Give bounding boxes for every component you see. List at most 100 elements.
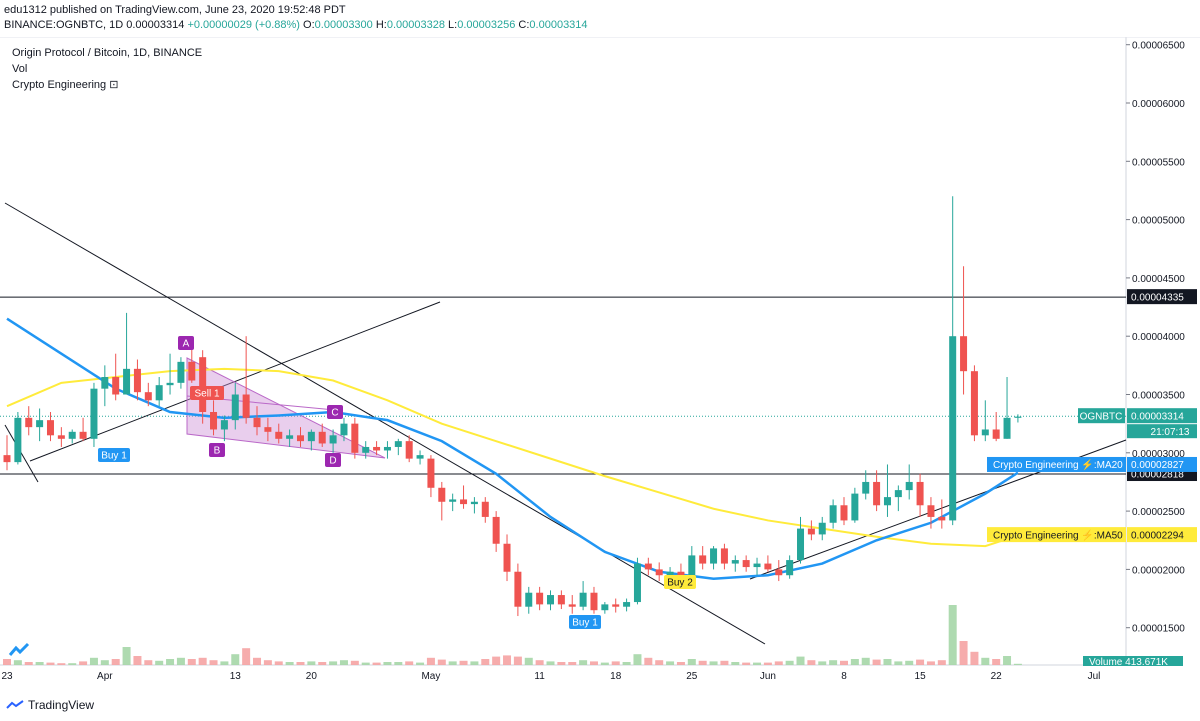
x-tick-label: 11	[534, 671, 545, 682]
candle-body	[992, 429, 1000, 439]
candle-body	[460, 499, 468, 505]
candle-body	[840, 505, 848, 521]
volume-bar	[981, 657, 990, 665]
y-tick-label: 0.00006000	[1132, 99, 1185, 110]
candle-body	[579, 592, 587, 607]
candle-body	[764, 563, 772, 570]
candle-body	[144, 392, 152, 401]
volume-bar	[166, 659, 175, 665]
candle-body	[949, 336, 957, 521]
publish-info: edu1312 published on TradingView.com, Ju…	[4, 4, 346, 16]
candle-body	[1003, 417, 1011, 439]
vol-legend[interactable]: Vol	[12, 63, 28, 75]
candle-body	[623, 602, 631, 607]
descending-trendline	[4, 202, 766, 645]
price-chart[interactable]: 0.00001500 0.00002000 0.00002500 0.00003000…	[0, 36, 1200, 696]
candle-body	[177, 361, 185, 383]
x-tick-label: May	[421, 671, 440, 682]
close-value: 0.00003314	[529, 19, 588, 31]
volume-bar	[1003, 656, 1012, 665]
x-tick-label: 15	[915, 671, 927, 682]
x-tick-label: 18	[610, 671, 622, 682]
volume-bar	[68, 663, 77, 665]
y-tick-label: 0.00004500	[1132, 274, 1185, 285]
candle-body	[633, 563, 641, 603]
volume-bar	[296, 662, 305, 665]
buy-1-signal-a-bg	[98, 448, 130, 462]
countdown-label: 21:07:13	[1151, 427, 1190, 438]
level-price-label-lower: 0.00002818	[1131, 470, 1184, 481]
candle-body	[775, 569, 783, 576]
symbol-tag: OGNBTC	[1080, 412, 1123, 423]
candle-body	[351, 423, 359, 453]
level-price-label-upper-bg	[1127, 289, 1197, 305]
candle-body	[503, 543, 511, 572]
last-price: 0.00003314	[126, 19, 185, 31]
candle-body	[742, 560, 750, 568]
ma50-value: 0.00002294	[1131, 531, 1184, 542]
candle-body	[231, 394, 239, 421]
candle-body	[883, 497, 891, 506]
countdown-bg	[1127, 424, 1197, 439]
candle-body	[46, 420, 54, 436]
buy-2-signal: Buy 2	[667, 578, 693, 589]
volume-bar	[709, 661, 718, 665]
volume-bar	[655, 660, 664, 665]
ma20-value-bg	[1127, 456, 1197, 472]
ma50-value-bg	[1127, 527, 1197, 543]
volume-bar	[3, 659, 11, 665]
volume-bar	[720, 660, 729, 665]
top-border	[0, 37, 1200, 38]
candle-body	[753, 563, 761, 568]
candle-body	[133, 368, 141, 393]
volume-bar	[100, 660, 109, 665]
volume-bar	[818, 661, 827, 665]
y-tick-label: 0.00002500	[1132, 507, 1185, 518]
candle-body	[514, 571, 522, 607]
candle-body	[481, 501, 489, 517]
high-value: 0.00003328	[386, 19, 445, 31]
buy-1-signal-b-bg	[569, 615, 601, 629]
close-label: C:	[518, 19, 530, 31]
volume-bar	[144, 660, 153, 665]
volume-bar	[242, 648, 251, 665]
candle-body	[394, 441, 402, 447]
pattern-label-a: A	[183, 339, 190, 350]
y-tick-label: 0.00005000	[1132, 216, 1185, 227]
candle-body	[210, 411, 218, 430]
volume-bar	[220, 661, 229, 665]
volume-bar	[79, 661, 88, 665]
candle-body	[275, 431, 283, 439]
candle-body	[199, 357, 207, 412]
volume-bar	[807, 660, 816, 665]
candle-body	[688, 555, 696, 579]
y-tick-label: 0.00006500	[1132, 41, 1185, 52]
candle-body	[525, 592, 533, 607]
pattern-label-c-bg	[327, 405, 343, 419]
volume-bar	[568, 662, 577, 665]
volume-bar	[589, 661, 598, 665]
y-tick-label: 0.00002000	[1132, 565, 1185, 576]
pattern-label-d: D	[329, 456, 336, 467]
volume-bar	[35, 662, 44, 665]
y-tick-label: 0.00005500	[1132, 157, 1185, 168]
volume-bar	[122, 647, 131, 665]
price-change: +0.00000029 (+0.88%)	[187, 19, 300, 31]
last-price-label: 0.00003314	[1131, 412, 1184, 423]
volume-bar	[318, 662, 327, 665]
low-value: 0.00003256	[457, 19, 516, 31]
volume-bar	[394, 662, 403, 665]
chart-logo-icon	[8, 642, 30, 656]
volume-bar	[492, 656, 501, 665]
last-price-label-bg	[1127, 408, 1197, 424]
volume-bar	[133, 656, 142, 665]
ma20-tag: Crypto Engineering ⚡:MA20	[993, 458, 1123, 471]
candle-body	[862, 481, 870, 494]
indicator-legend[interactable]: Crypto Engineering ⊡	[12, 77, 202, 93]
volume-bar	[894, 661, 903, 665]
volume-bar	[883, 659, 892, 665]
volume-bar	[676, 662, 685, 665]
candle-body	[786, 560, 794, 576]
y-tick-label: 0.00003000	[1132, 449, 1185, 460]
candle-body	[818, 522, 826, 535]
